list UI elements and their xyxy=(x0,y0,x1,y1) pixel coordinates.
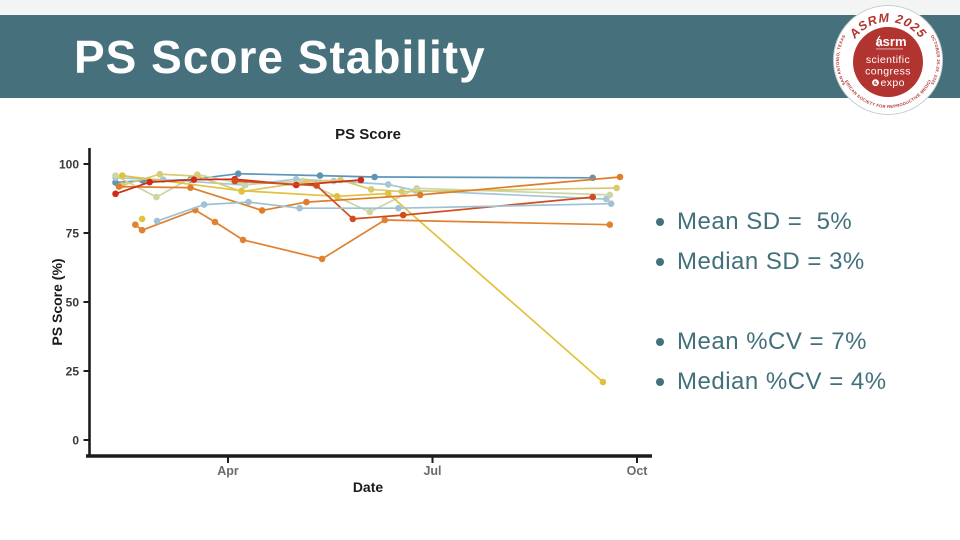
series-subject-yellow-single xyxy=(138,215,146,223)
x-tick-label: Jul xyxy=(423,464,441,478)
series-line xyxy=(234,180,593,220)
asrm-congress-logo: ASRM 2025 SAN ANTONIO, TEXAS OCTOBER 25-… xyxy=(828,0,943,115)
data-point xyxy=(395,204,402,212)
logo-line2-text: congress xyxy=(865,66,911,78)
data-point xyxy=(153,193,160,201)
data-point xyxy=(112,172,119,179)
data-point xyxy=(119,172,126,179)
data-point xyxy=(606,221,614,228)
data-point xyxy=(366,208,374,216)
stats-panel: Mean SD = 5% Median SD = 3% Mean %CV = 7… xyxy=(656,202,946,402)
data-point xyxy=(398,188,406,195)
data-point xyxy=(616,173,624,181)
data-point xyxy=(241,181,249,188)
bullet-icon xyxy=(656,258,664,266)
data-point xyxy=(357,176,365,184)
y-tick-label: 100 xyxy=(59,158,79,172)
logo-inner-circle xyxy=(853,27,923,97)
data-point xyxy=(303,198,310,206)
data-point xyxy=(399,211,407,219)
series-subject-lightblue-mid xyxy=(153,198,615,225)
flame-icon xyxy=(876,35,881,47)
logo-expo-text: expo xyxy=(881,77,905,89)
stat-text: Mean %CV = 7% xyxy=(677,328,867,355)
y-tick-label: 0 xyxy=(72,434,79,448)
series-subject-orange-dip xyxy=(132,206,614,263)
stat-median-cv: Median %CV = 4% xyxy=(656,362,946,402)
logo-line1-text: scientific xyxy=(866,54,910,66)
data-point xyxy=(371,173,378,181)
data-point xyxy=(367,186,375,193)
data-point xyxy=(606,191,614,199)
stats-group-spacer xyxy=(656,282,946,322)
data-point xyxy=(258,207,266,214)
x-axis-title: Date xyxy=(353,479,384,495)
data-point xyxy=(156,170,164,178)
slide-title: PS Score Stability xyxy=(74,30,486,83)
stat-mean-cv: Mean %CV = 7% xyxy=(656,322,946,362)
stat-text: Mean SD = 5% xyxy=(677,208,853,235)
data-point xyxy=(138,215,146,223)
data-point xyxy=(613,184,620,192)
data-point xyxy=(313,182,320,189)
series-line xyxy=(122,174,604,383)
series-line xyxy=(156,201,612,222)
data-point xyxy=(146,178,153,186)
logo-expo-group: & expo xyxy=(872,77,905,89)
data-point xyxy=(211,218,219,226)
data-point xyxy=(413,185,421,192)
data-point xyxy=(416,191,424,199)
data-point xyxy=(138,226,146,234)
data-point xyxy=(296,204,303,212)
header-band: PS Score Stability xyxy=(0,15,960,98)
x-tick-label: Oct xyxy=(627,464,649,478)
bullet-icon xyxy=(656,338,664,346)
stat-median-sd: Median SD = 3% xyxy=(656,242,946,282)
y-tick-label: 50 xyxy=(66,296,80,310)
series-line xyxy=(134,209,610,260)
logo-org-text: asrm xyxy=(875,34,906,49)
y-tick-label: 25 xyxy=(66,365,80,379)
data-point xyxy=(231,177,239,185)
bullet-icon xyxy=(656,218,664,226)
data-point xyxy=(607,200,615,207)
data-point xyxy=(132,221,139,228)
stat-text: Median SD = 3% xyxy=(677,248,865,275)
data-point xyxy=(187,184,194,191)
y-tick-label: 75 xyxy=(66,227,80,241)
stat-mean-sd: Mean SD = 5% xyxy=(656,202,946,242)
data-point xyxy=(384,190,392,197)
top-strip xyxy=(0,0,960,15)
data-point xyxy=(239,236,247,244)
x-tick-label: Apr xyxy=(217,464,239,478)
ps-score-chart: 0 25 50 75 100 Apr Jul Oct PS Score Date PS Score … xyxy=(49,126,652,495)
data-point xyxy=(384,181,392,188)
data-point xyxy=(190,176,198,183)
data-point xyxy=(333,193,341,200)
series-subject-yellow-crash xyxy=(119,172,607,386)
ampersand-badge-icon xyxy=(872,79,879,87)
series-subject-redorange xyxy=(231,177,596,223)
data-point xyxy=(153,217,161,225)
chart-title: PS Score xyxy=(335,126,401,143)
bullet-icon xyxy=(656,378,664,386)
data-point xyxy=(245,198,252,206)
data-point xyxy=(381,216,389,224)
data-point xyxy=(318,255,326,263)
data-point xyxy=(238,187,245,195)
data-point xyxy=(234,170,242,177)
y-axis-title: PS Score (%) xyxy=(49,258,65,345)
data-point xyxy=(599,378,607,386)
data-point xyxy=(589,193,596,201)
data-point xyxy=(349,215,357,223)
data-point xyxy=(316,172,324,179)
logo-org-rule xyxy=(876,48,903,50)
data-point xyxy=(115,183,123,190)
logo-amp-text: & xyxy=(873,80,877,86)
data-point xyxy=(112,190,119,198)
data-point xyxy=(200,201,208,208)
stat-text: Median %CV = 4% xyxy=(677,368,887,395)
